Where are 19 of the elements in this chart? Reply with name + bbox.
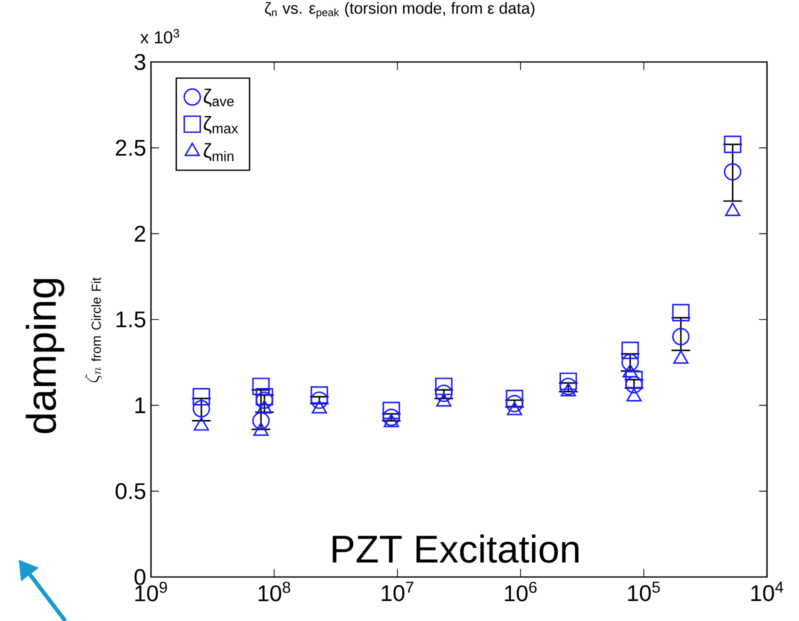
x-tick-label: 10$^{8}$	[258, 582, 290, 602]
x-tick-label: 10$^{6}$	[504, 582, 537, 602]
legend-label: ζ$_{min}$	[204, 143, 234, 162]
y-axis-title: damping	[26, 278, 64, 434]
y-tick-label: 1.5	[116, 312, 146, 328]
y-tick-label: 2.5	[116, 140, 146, 156]
x-tick-label: 10$^{4}$	[751, 582, 784, 602]
y-tick-label: 2	[134, 226, 146, 242]
text: x 10$^{3}$	[140, 29, 180, 44]
y-tick-label: 1	[135, 398, 146, 414]
y-tick-label: 0.5	[116, 483, 146, 500]
x-tick-label: 10$^{7}$	[382, 582, 414, 602]
chart-title: ζ$_{n}$ vs. ε$_{peak}$ (torsion mode, from ε data)	[265, 2, 534, 18]
text: $\zeta_{n\ \mathrm{from\ Circle\ Fit}}$	[84, 277, 102, 382]
x-tick-label: 10$^{5}$	[628, 582, 660, 602]
legend-label: ζ$_{ave}$	[204, 88, 234, 107]
y-tick-label: 3	[134, 54, 146, 70]
legend-label: ζ$_{max}$	[204, 116, 238, 134]
x-axis-title: PZT Excitation	[332, 534, 578, 563]
